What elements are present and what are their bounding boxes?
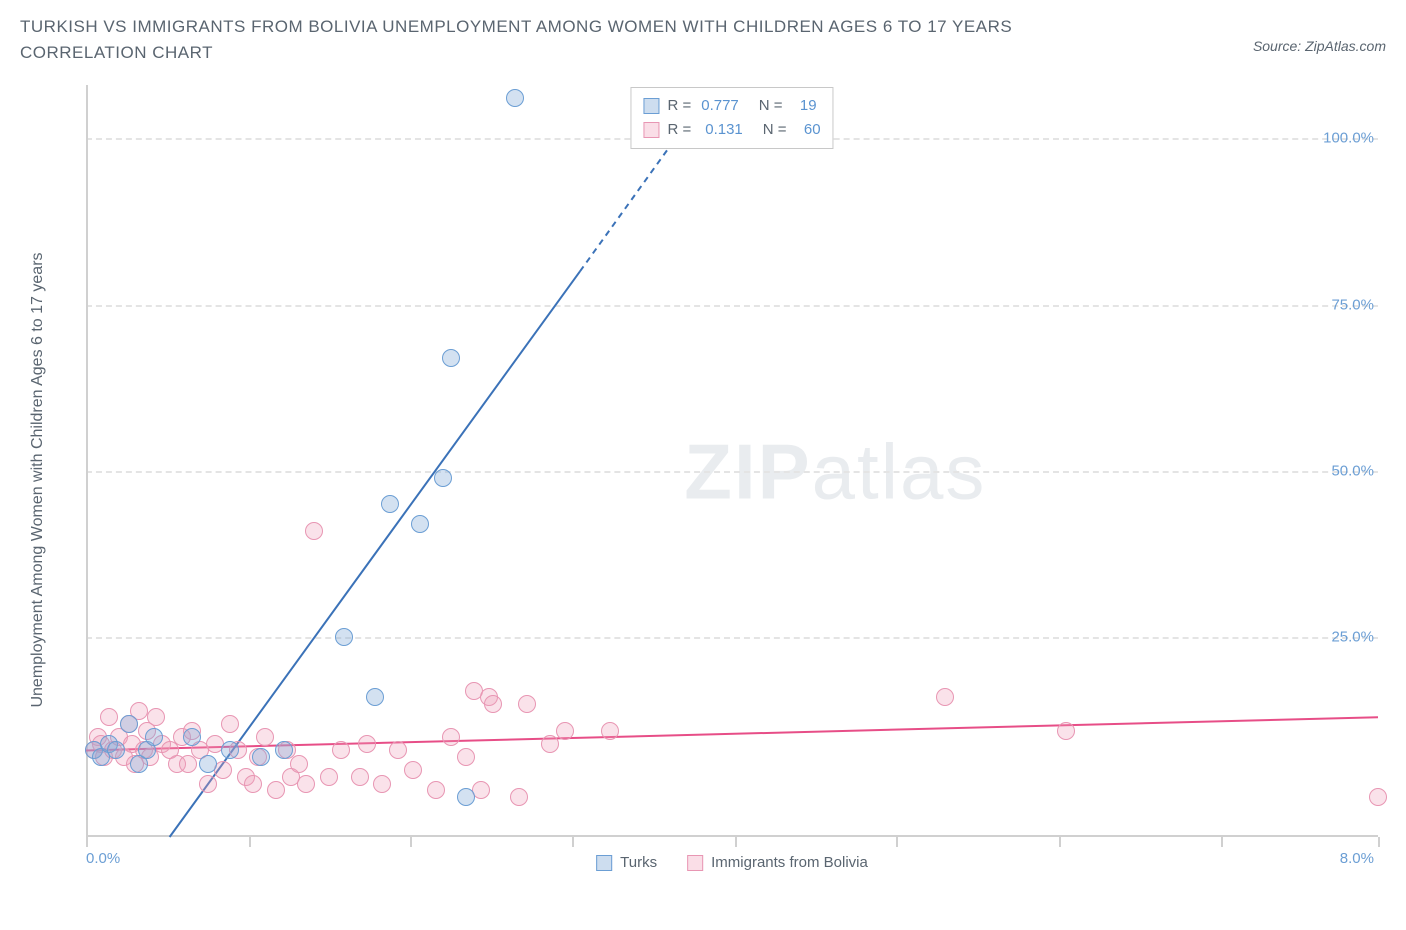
legend-item-bolivia: Immigrants from Bolivia	[687, 854, 868, 871]
data-point	[297, 775, 315, 793]
data-point	[366, 688, 384, 706]
y-tick-label: 50.0%	[1331, 462, 1382, 479]
data-point	[457, 748, 475, 766]
data-point	[381, 495, 399, 513]
series-legend: Turks Immigrants from Bolivia	[596, 854, 868, 871]
legend-row-bolivia: R = 0.131 N = 60	[643, 118, 820, 142]
legend-label-turks: Turks	[620, 854, 657, 871]
legend-label-bolivia: Immigrants from Bolivia	[711, 854, 868, 871]
data-point	[510, 788, 528, 806]
n-value-bolivia: 60	[797, 118, 821, 142]
data-point	[221, 715, 239, 733]
data-point	[427, 781, 445, 799]
data-point	[434, 469, 452, 487]
x-tick-label-min: 0.0%	[86, 850, 120, 867]
x-tick	[410, 837, 412, 847]
data-point	[120, 715, 138, 733]
source-label: Source: ZipAtlas.com	[1253, 38, 1386, 54]
data-point	[107, 741, 125, 759]
n-label: N =	[759, 94, 783, 118]
data-point	[457, 788, 475, 806]
data-point	[404, 761, 422, 779]
grid-line	[86, 637, 1378, 639]
legend-row-turks: R = 0.777 N = 19	[643, 94, 820, 118]
data-point	[335, 628, 353, 646]
data-point	[484, 695, 502, 713]
correlation-legend: R = 0.777 N = 19 R = 0.131 N = 60	[630, 87, 833, 149]
data-point	[1057, 722, 1075, 740]
data-point	[373, 775, 391, 793]
legend-item-turks: Turks	[596, 854, 657, 871]
data-point	[183, 728, 201, 746]
data-point	[1369, 788, 1387, 806]
x-axis	[86, 835, 1378, 837]
n-value-turks: 19	[793, 94, 817, 118]
data-point	[145, 728, 163, 746]
x-tick	[1378, 837, 1380, 847]
x-tick	[249, 837, 251, 847]
data-point	[358, 735, 376, 753]
data-point	[244, 775, 262, 793]
y-tick-label: 75.0%	[1331, 296, 1382, 313]
x-tick	[896, 837, 898, 847]
swatch-pink-icon	[643, 122, 659, 138]
data-point	[267, 781, 285, 799]
data-point	[351, 768, 369, 786]
data-point	[290, 755, 308, 773]
n-label-2: N =	[763, 118, 787, 142]
data-point	[221, 741, 239, 759]
x-tick	[1221, 837, 1223, 847]
plot-area: ZIPatlas 25.0%50.0%75.0%100.0% 0.0% 8.0%…	[86, 85, 1378, 875]
data-point	[256, 728, 274, 746]
y-axis-title: Unemployment Among Women with Children A…	[29, 252, 47, 707]
chart-container: Unemployment Among Women with Children A…	[50, 85, 1380, 875]
r-label-2: R =	[667, 118, 691, 142]
x-tick-label-max: 8.0%	[1340, 850, 1374, 867]
data-point	[936, 688, 954, 706]
data-point	[305, 522, 323, 540]
grid-line	[86, 305, 1378, 307]
data-point	[556, 722, 574, 740]
y-tick-label: 100.0%	[1323, 130, 1382, 147]
data-point	[506, 89, 524, 107]
data-point	[199, 775, 217, 793]
r-value-turks: 0.777	[701, 94, 739, 118]
y-axis	[86, 85, 88, 837]
data-point	[411, 515, 429, 533]
data-point	[389, 741, 407, 759]
r-label: R =	[667, 94, 691, 118]
swatch-blue-icon	[596, 855, 612, 871]
data-point	[199, 755, 217, 773]
x-tick	[1059, 837, 1061, 847]
swatch-blue-icon	[643, 98, 659, 114]
x-tick	[735, 837, 737, 847]
data-point	[541, 735, 559, 753]
x-tick	[86, 837, 88, 847]
data-point	[601, 722, 619, 740]
data-point	[518, 695, 536, 713]
chart-title: TURKISH VS IMMIGRANTS FROM BOLIVIA UNEMP…	[20, 14, 1120, 65]
data-point	[147, 708, 165, 726]
r-value-bolivia: 0.131	[705, 118, 743, 142]
data-point	[442, 728, 460, 746]
data-point	[275, 741, 293, 759]
data-point	[442, 349, 460, 367]
data-point	[332, 741, 350, 759]
x-tick	[572, 837, 574, 847]
y-tick-label: 25.0%	[1331, 629, 1382, 646]
data-point	[252, 748, 270, 766]
data-point	[100, 708, 118, 726]
grid-line	[86, 471, 1378, 473]
data-point	[320, 768, 338, 786]
swatch-pink-icon	[687, 855, 703, 871]
